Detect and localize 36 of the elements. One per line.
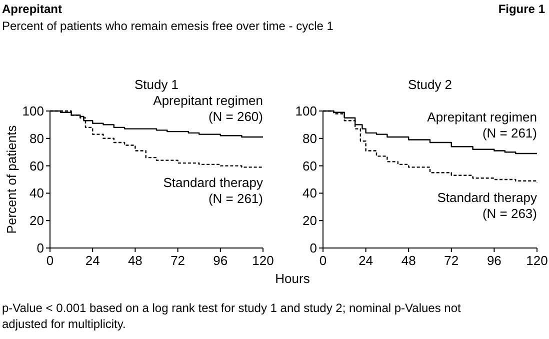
- x-tick-label: 48: [401, 253, 416, 268]
- series-label: Aprepitant regimen (N = 261): [427, 109, 537, 140]
- x-tick-label: 120: [252, 253, 274, 268]
- y-tick-label: 80: [302, 130, 317, 146]
- y-tick-label: 100: [22, 104, 44, 118]
- x-axis-title: Hours: [275, 271, 310, 286]
- x-tick-label: 24: [358, 253, 374, 268]
- x-tick-label: 48: [128, 253, 142, 268]
- caption: Figure 1: [498, 2, 546, 16]
- chart-title: Study 1: [134, 77, 179, 92]
- y-tick-label: 40: [30, 186, 44, 201]
- x-tick-label: 0: [46, 253, 54, 268]
- y-tick-label: 40: [302, 186, 317, 201]
- x-tick-label: 72: [170, 253, 186, 268]
- y-tick-label: 60: [30, 158, 44, 174]
- y-tick-label: 20: [302, 213, 317, 228]
- y-tick-label: 80: [30, 130, 44, 146]
- series-label: Aprepitant regimen (N = 260): [153, 93, 263, 124]
- text: Percent of patients who remain emesis free over time - cycle 1: [2, 19, 334, 33]
- x-tick-label: 96: [486, 253, 502, 268]
- x-tick-label: 24: [85, 253, 100, 268]
- y-tick-label: 0: [36, 240, 44, 256]
- y-axis-title: Percent of patients: [4, 124, 19, 234]
- text: p-Value < 0.001 based on a log rank test for study 1 and study 2; nominal p-Values not adjusted for multiplicity.: [2, 301, 462, 331]
- series-label: Standard therapy (N = 263): [437, 190, 538, 222]
- series-label: Standard therapy (N = 261): [163, 175, 264, 206]
- y-tick-label: 60: [302, 158, 317, 174]
- y-tick-label: 20: [30, 213, 44, 228]
- x-tick-label: 0: [319, 253, 327, 268]
- x-tick-label: 120: [526, 253, 548, 268]
- y-tick-label: 100: [295, 104, 317, 118]
- text: Aprepitant: [2, 2, 62, 16]
- x-tick-label: 96: [213, 253, 228, 268]
- chart-title: Study 2: [408, 77, 452, 92]
- y-tick-label: 0: [310, 240, 317, 256]
- x-tick-label: 72: [444, 253, 459, 268]
